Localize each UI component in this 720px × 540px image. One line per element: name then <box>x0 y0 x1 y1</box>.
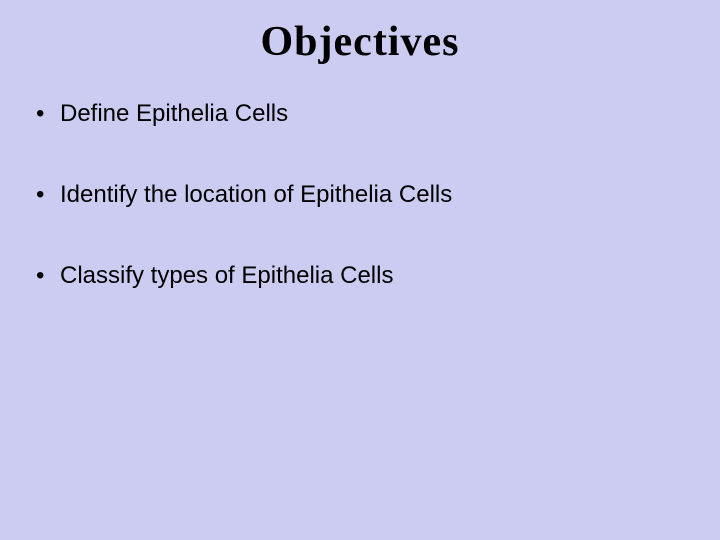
list-item: Classify types of Epithelia Cells <box>36 262 690 291</box>
slide-title: Objectives <box>30 18 690 66</box>
bullet-list: Define Epithelia Cells Identify the loca… <box>30 100 690 290</box>
list-item: Identify the location of Epithelia Cells <box>36 181 690 210</box>
list-item: Define Epithelia Cells <box>36 100 690 129</box>
slide-container: Objectives Define Epithelia Cells Identi… <box>0 0 720 540</box>
